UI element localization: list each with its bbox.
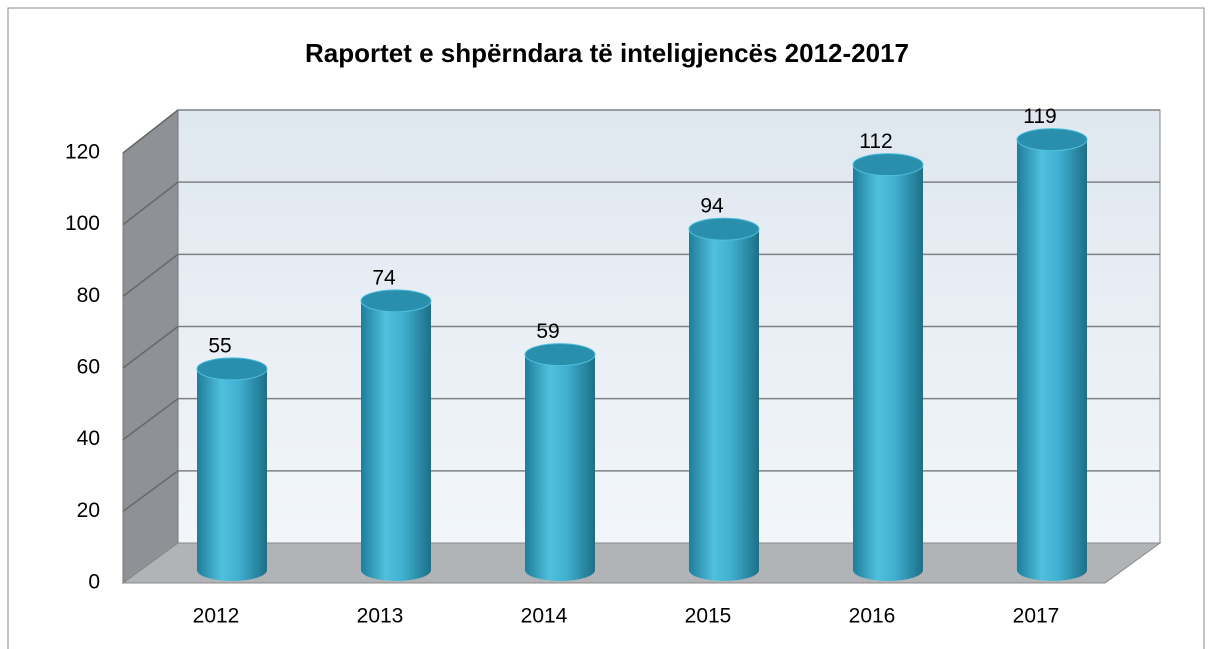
data-label: 94 [700, 195, 724, 218]
x-tick-label: 2017 [1013, 605, 1060, 628]
data-label: 74 [372, 266, 396, 289]
chart-title: Raportet e shpërndara të inteligjencës 2… [305, 38, 909, 68]
y-tick-label: 20 [77, 499, 100, 522]
y-tick-label: 40 [77, 427, 100, 450]
grid-line [122, 398, 179, 441]
data-label: 112 [859, 130, 892, 153]
bar [525, 343, 595, 581]
bar-top [852, 153, 924, 177]
y-tick-label: 100 [65, 212, 100, 235]
bar [1017, 128, 1087, 582]
y-tick-label: 0 [88, 571, 100, 594]
grid-line [122, 181, 179, 226]
bar-top [688, 217, 760, 241]
data-label: 55 [208, 334, 231, 357]
y-tick-label: 120 [65, 141, 100, 164]
bar [197, 357, 267, 581]
y-tick-label: 80 [77, 284, 100, 307]
data-label: 119 [1023, 105, 1056, 128]
grid-line [122, 253, 179, 297]
bar-top [360, 289, 432, 313]
bar [853, 153, 923, 581]
bar-top [1016, 128, 1088, 152]
data-label: 59 [536, 320, 559, 343]
y-tick-label: 60 [77, 356, 100, 379]
x-tick-label: 2013 [357, 605, 404, 628]
x-tick-label: 2014 [521, 605, 568, 628]
floor [121, 542, 1162, 584]
chart-frame [7, 7, 1205, 649]
bar-top [196, 357, 268, 381]
bar [361, 289, 431, 581]
grid-line [122, 109, 179, 154]
bar-top [524, 343, 596, 367]
grid-line [122, 325, 179, 369]
bar [689, 218, 759, 581]
x-tick-label: 2015 [685, 605, 732, 628]
x-tick-label: 2016 [849, 605, 896, 628]
x-tick-label: 2012 [193, 605, 240, 628]
grid-line [122, 470, 179, 512]
